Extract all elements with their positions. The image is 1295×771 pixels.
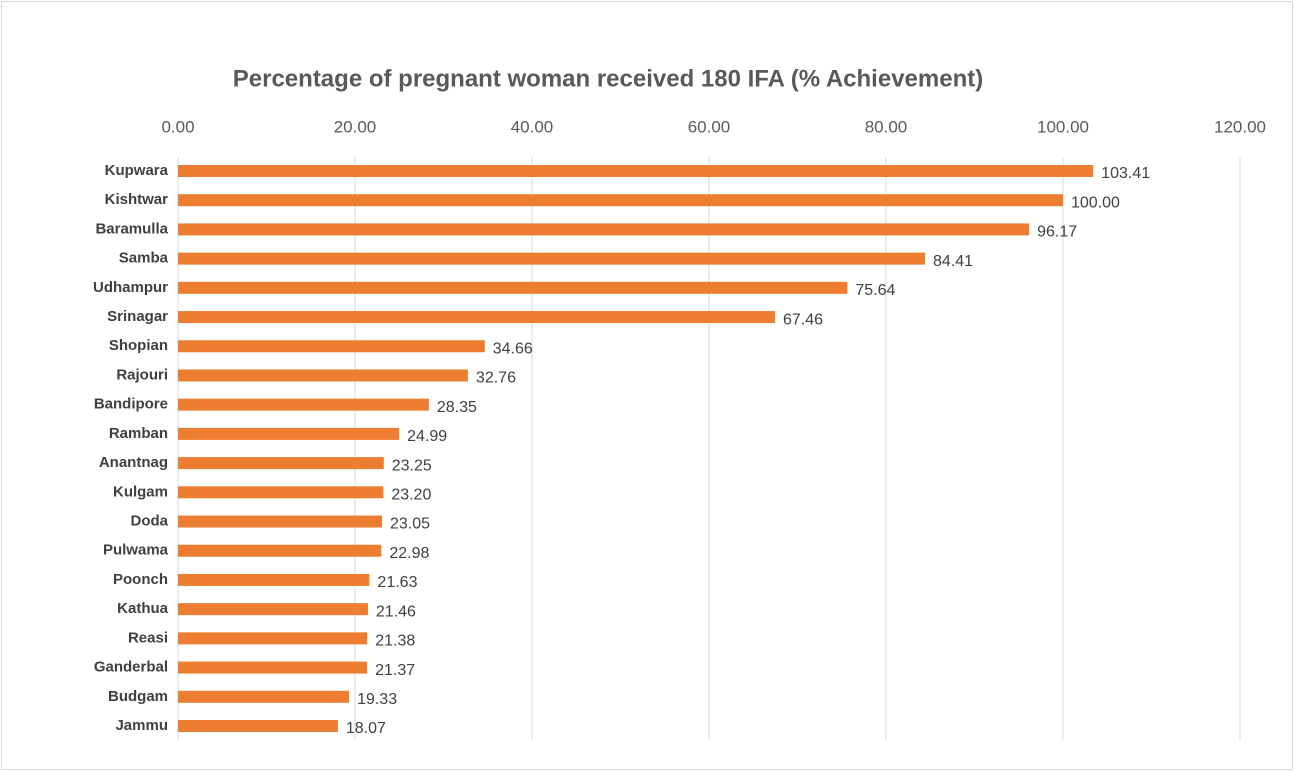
data-label: 84.41 [933,253,973,270]
bar [178,515,382,528]
bar [178,632,368,645]
y-tick-label: Doda [131,512,169,529]
bar [178,311,776,324]
bar [178,720,338,732]
data-label: 24.99 [407,428,447,445]
bar [178,194,1063,207]
y-tick-label: Baramulla [95,220,168,237]
data-label: 23.05 [390,516,430,533]
x-tick-label: 60.00 [688,117,731,136]
data-label: 23.25 [392,457,432,474]
x-tick-label: 40.00 [511,117,554,136]
x-tick-label: 0.00 [161,117,194,136]
x-tick-label: 80.00 [865,117,908,136]
data-label: 96.17 [1037,224,1077,241]
y-tick-label: Samba [119,250,169,267]
bar [178,690,350,703]
data-label: 21.38 [375,633,415,650]
y-tick-label: Shopian [109,337,168,354]
bar [178,573,370,586]
y-tick-label: Pulwama [103,542,169,559]
y-tick-label: Kulgam [113,483,168,500]
y-tick-label: Poonch [113,571,168,588]
bar [178,165,1094,177]
bar [178,457,384,470]
bar [178,281,848,294]
y-tick-label: Kishtwar [105,191,169,208]
y-tick-label: Rajouri [116,366,168,383]
data-label: 21.46 [376,603,416,620]
y-tick-label: Srinagar [107,308,168,325]
data-label: 34.66 [493,340,533,357]
bar [178,427,400,440]
data-label: 21.37 [375,662,415,679]
x-tick-label: 120.00 [1214,117,1266,136]
data-label: 19.33 [357,691,397,708]
bar [178,661,368,674]
bar [178,340,485,353]
y-tick-label: Kathua [117,600,168,617]
chart-title: Percentage of pregnant woman received 18… [233,65,983,92]
data-label: 67.46 [783,311,823,328]
y-tick-label: Budgam [108,688,168,705]
y-tick-label: Udhampur [93,279,168,296]
data-label: 75.64 [855,282,895,299]
y-tick-label: Jammu [115,717,168,734]
data-label: 18.07 [346,720,386,737]
data-label: 103.41 [1101,165,1150,182]
y-tick-label: Kupwara [105,162,169,179]
y-tick-label: Reasi [128,629,168,646]
bar [178,603,368,616]
y-tick-label: Ramban [109,425,168,442]
bar [178,252,926,265]
bar [178,544,382,557]
bar [178,486,384,499]
bar [178,223,1030,236]
x-tick-label: 100.00 [1037,117,1089,136]
data-label: 21.63 [377,574,417,591]
data-label: 100.00 [1071,194,1120,211]
bar [178,398,429,411]
bar [178,369,468,382]
data-label: 23.20 [391,487,431,504]
data-label: 22.98 [389,545,429,562]
y-tick-label: Bandipore [94,396,168,413]
data-label: 28.35 [437,399,477,416]
data-label: 32.76 [476,370,516,387]
y-tick-label: Ganderbal [94,659,168,676]
y-tick-label: Anantnag [99,454,168,471]
x-tick-label: 20.00 [334,117,377,136]
